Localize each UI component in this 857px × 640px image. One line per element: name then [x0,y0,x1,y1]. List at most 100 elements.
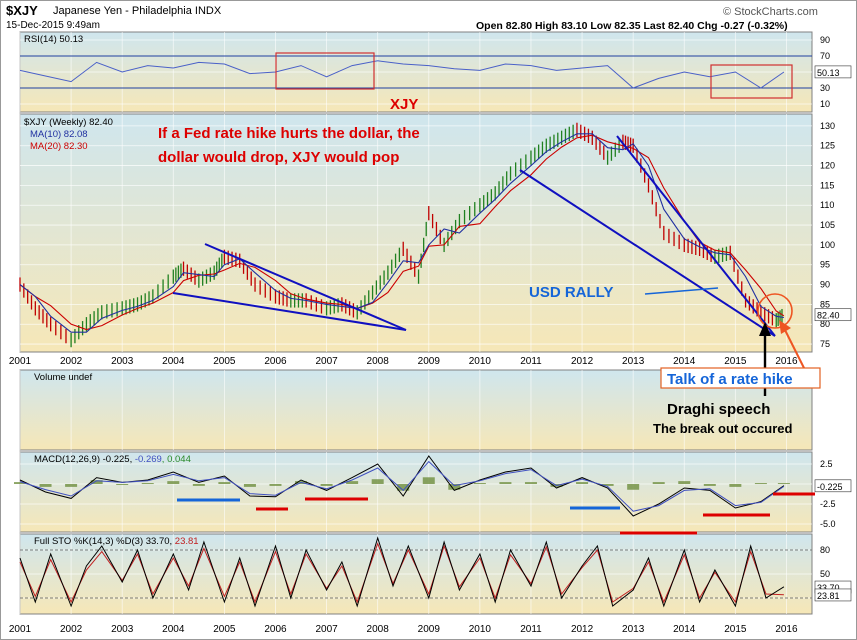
y-tick-label: 115 [820,180,834,190]
panel-macd [19,451,813,533]
x-tick-label: 2014 [673,356,696,367]
y-tick-label: 80 [820,545,830,555]
x-tick-label: 2006 [264,356,287,367]
macd-histogram-bar [473,483,486,485]
ma10-line [19,133,784,333]
macd-histogram-bar [14,482,26,484]
price-title: $XJY (Weekly) 82.40 [24,117,113,128]
y-tick-label: 130 [820,121,835,131]
rsi-highlight-box [275,52,375,90]
macd-histogram-bar [269,484,282,486]
last-value-label: -0.225 [817,482,843,492]
last-value-label: 82.40 [817,311,840,321]
y-tick-label: 85 [820,299,830,309]
macd-histogram-bar [90,480,103,484]
last-value-box [814,588,852,602]
y-tick-label: -2.5 [820,499,836,509]
trend-line [172,292,407,331]
annotation-fed-line1: If a Fed rate hike hurts the dollar, the [158,125,420,142]
macd-line [19,455,785,517]
rate-hike-arrowhead [779,320,791,334]
last-value-box [814,308,852,322]
macd-signal-line [19,460,785,512]
rate-hike-box [660,367,821,389]
x-tick-label: 2008 [367,624,390,635]
symbol-label: $XJY [6,3,38,18]
last-value-label: 50.13 [817,68,840,78]
y-tick-label: 50 [820,569,830,579]
macd-histogram-bar [576,482,589,484]
macd-histogram-bar [218,482,231,484]
y-tick-label: 10 [820,99,830,109]
x-tick-label: 2008 [367,356,390,367]
macd-histogram-bar [777,483,790,485]
annotation-fed-line2: dollar would drop, XJY would pop [158,149,399,166]
last-value-box [814,479,852,493]
sto-title: Full STO %K(14,3) %D(3) 33.70, 23.81 [34,536,199,547]
annotation-rate-hike: Talk of a rate hike [667,371,793,388]
y-tick-label: 90 [820,35,830,45]
trend-line [616,135,776,337]
x-tick-label: 2004 [162,356,185,367]
macd-histogram-bar [167,481,180,484]
macd-histogram-bar [729,484,742,487]
x-tick-label: 2004 [162,624,185,635]
y-tick-label: 105 [820,220,835,230]
y-tick-label: 110 [820,200,834,210]
macd-histogram-bar [141,483,154,485]
x-tick-label: 2010 [469,356,492,367]
macd-histogram-bar [192,484,205,486]
quote-label: Open 82.80 High 83.10 Low 82.35 Last 82.… [476,20,788,32]
rsi-line [19,60,785,89]
rate-hike-arrow [784,329,806,371]
y-tick-label: 70 [820,51,830,61]
y-tick-label: 75 [820,339,830,349]
index-name: Japanese Yen - Philadelphia INDX [53,5,222,17]
draghi-arrowhead [759,322,771,336]
x-tick-label: 2005 [213,624,236,635]
ma20-line [19,134,785,331]
date-label: 15-Dec-2015 9:49am [6,20,100,31]
brand-label: © StockCharts.com [723,6,818,18]
macd-histogram-bar [448,484,461,490]
x-tick-label: 2014 [673,624,696,635]
y-tick-label: 95 [820,260,830,270]
x-tick-label: 2012 [571,624,594,635]
macd-histogram-bar [116,484,129,485]
y-tick-label: 2.5 [820,459,833,469]
breakout-circle [757,293,793,329]
x-tick-label: 2010 [469,624,492,635]
trend-line [204,243,407,331]
x-tick-label: 2013 [622,356,645,367]
x-tick-label: 2001 [9,624,32,635]
macd-histogram-bar [524,482,537,484]
x-tick-label: 2013 [622,624,645,635]
rsi-highlight-box [710,64,793,99]
y-tick-label: 120 [820,161,835,171]
legend-ma10: MA(10) 82.08 [30,129,88,140]
x-tick-label: 2001 [9,356,32,367]
macd-histogram-bar [371,479,384,484]
x-tick-label: 2007 [315,356,338,367]
macd-histogram-bar [320,484,333,486]
x-tick-label: 2016 [775,356,798,367]
x-tick-label: 2015 [724,624,747,635]
last-value-label: 23.81 [817,591,840,601]
macd-histogram-bar [422,477,435,484]
y-tick-label: 80 [820,319,830,329]
macd-histogram-bar [754,483,767,485]
x-tick-label: 2005 [213,356,236,367]
macd-histogram-bar [397,484,410,491]
x-tick-label: 2003 [111,356,134,367]
x-tick-label: 2007 [315,624,338,635]
rsi-title: RSI(14) 50.13 [24,34,83,45]
annotation-xjy: XJY [390,96,418,113]
x-tick-label: 2011 [520,624,542,635]
y-tick-label: 125 [820,141,835,151]
x-tick-label: 2011 [520,356,542,367]
annotation-draghi: Draghi speech [667,401,770,418]
macd-histogram-bar [346,481,359,484]
macd-title: MACD(12,26,9) -0.225, -0.269, 0.044 [34,454,191,465]
last-value-box [814,65,852,79]
